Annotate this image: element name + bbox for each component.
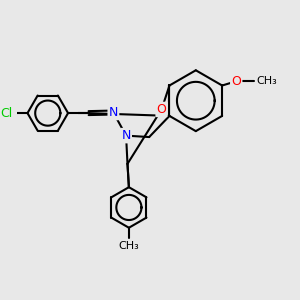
Text: CH₃: CH₃ xyxy=(118,241,139,251)
Text: Cl: Cl xyxy=(0,106,12,120)
Text: N: N xyxy=(109,106,118,119)
Text: CH₃: CH₃ xyxy=(256,76,277,86)
Text: O: O xyxy=(157,103,166,116)
Text: N: N xyxy=(122,129,131,142)
Text: O: O xyxy=(231,75,241,88)
